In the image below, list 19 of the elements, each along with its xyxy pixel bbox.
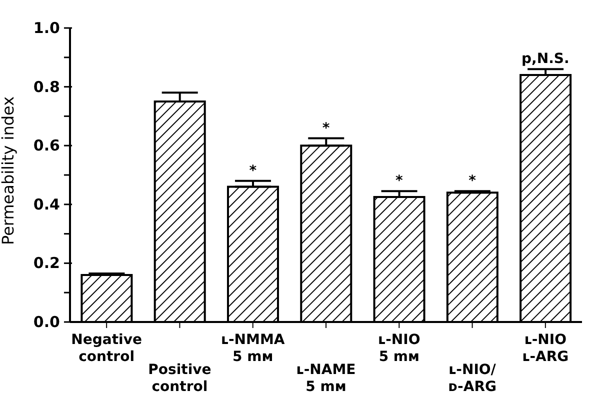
annotation: *	[322, 120, 330, 136]
annotation: *	[249, 162, 258, 179]
x-tick-label: ʟ-NIO/ ᴅ-ARG	[448, 362, 497, 395]
x-tick-label: Negative control	[71, 332, 142, 365]
x-tick-label: ʟ-NMMA 5 mᴍ	[220, 332, 285, 365]
y-tick-label: 0.4	[33, 195, 60, 214]
y-tick-label: 0.2	[33, 254, 60, 272]
y-tick-label: 0.6	[33, 136, 60, 155]
x-tick-label: Positive control	[148, 362, 212, 395]
x-tick-label: ʟ-NIO 5 mᴍ	[378, 332, 420, 365]
annotation: *	[468, 173, 477, 190]
x-tick-label: ʟ-NAME 5 mᴍ	[296, 362, 356, 395]
y-tick-label: 0.8	[33, 78, 60, 96]
y-axis-title: Permeability index	[0, 96, 18, 245]
y-tick-label: 1.0	[33, 19, 60, 37]
annotation: *	[395, 173, 404, 190]
x-tick-label: ʟ-NIO ʟ-ARG	[522, 332, 569, 365]
annotation: p,N.S.	[522, 51, 570, 68]
y-tick-label: 0.0	[33, 313, 60, 331]
